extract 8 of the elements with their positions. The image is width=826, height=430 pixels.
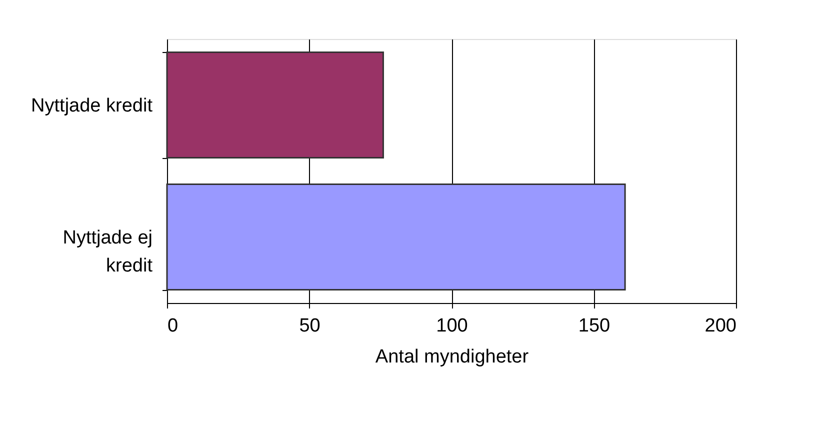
y-tick-label: Nyttjade ej kredit (62, 228, 154, 276)
x-axis-title: Antal myndigheter (375, 346, 530, 368)
x-tick-label: 150 (578, 316, 610, 336)
y-tick-label: Nyttjade kredit (31, 96, 154, 116)
x-tick-label: 50 (299, 316, 320, 336)
x-tick-label: 100 (436, 316, 468, 336)
x-tick-label: 0 (168, 316, 178, 336)
x-tick-label: 200 (704, 316, 736, 336)
